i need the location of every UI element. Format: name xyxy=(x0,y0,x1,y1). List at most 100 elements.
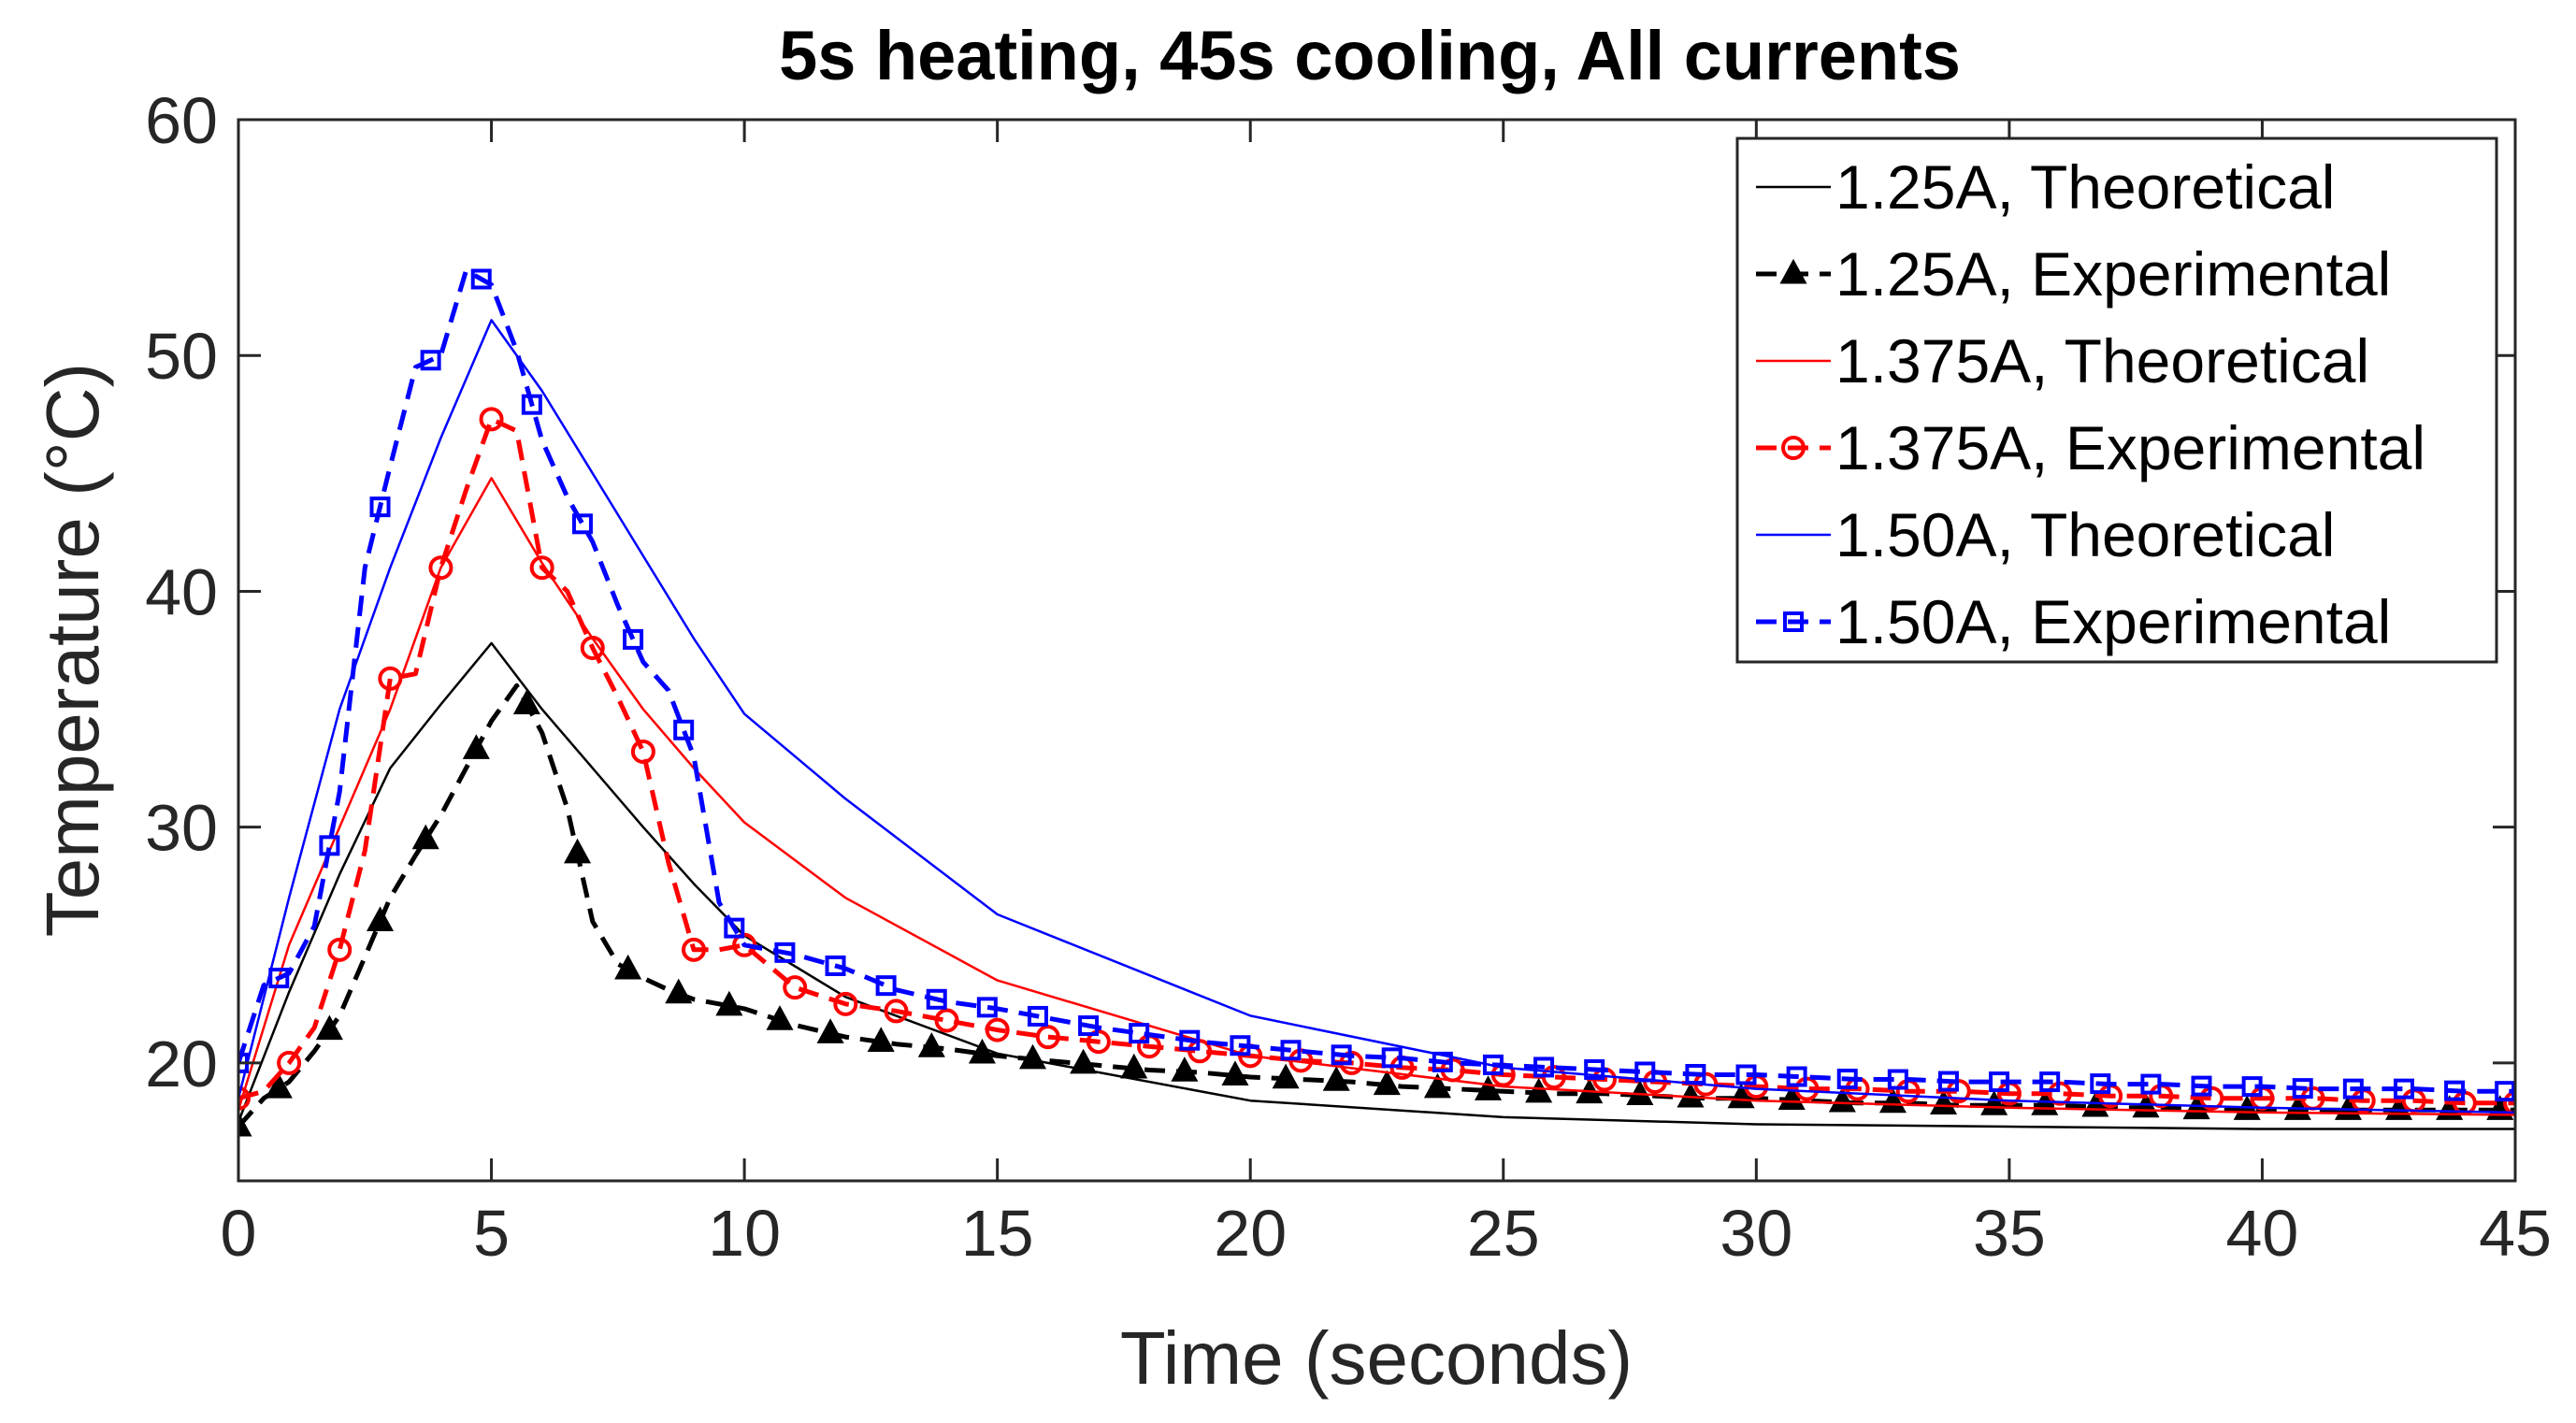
x-tick-label: 30 xyxy=(1720,1197,1792,1270)
series-line-5 xyxy=(238,267,2515,1094)
data-point-3 xyxy=(378,666,403,691)
data-point-1 xyxy=(1828,1086,1856,1113)
data-point-5 xyxy=(2140,1073,2162,1095)
data-point-5 xyxy=(1533,1056,1555,1078)
y-axis-label: Temperature (°C) xyxy=(31,363,114,937)
data-point-1 xyxy=(1120,1053,1148,1079)
legend-label: 1.25A, Theoretical xyxy=(1835,152,2335,222)
data-point-1 xyxy=(1423,1072,1451,1099)
data-point-1 xyxy=(366,906,395,932)
data-point-5 xyxy=(724,917,745,939)
x-tick-label: 45 xyxy=(2479,1197,2552,1270)
data-point-1 xyxy=(1980,1090,2008,1115)
data-point-1 xyxy=(265,1072,293,1099)
x-tick-label: 0 xyxy=(221,1197,257,1270)
y-tick-label: 20 xyxy=(145,1028,218,1100)
data-point-5 xyxy=(1129,1023,1150,1044)
data-point-5 xyxy=(774,941,796,963)
data-point-5 xyxy=(825,955,846,976)
data-point-1 xyxy=(1930,1089,1958,1115)
legend-entry: 1.50A, Experimental xyxy=(1756,587,2391,656)
series-line-0 xyxy=(238,641,2515,1130)
data-point-5 xyxy=(2292,1078,2313,1100)
data-point-5 xyxy=(1887,1069,1908,1090)
data-point-5 xyxy=(1027,1005,1048,1027)
data-point-1 xyxy=(462,734,490,759)
x-tick-label: 35 xyxy=(1973,1197,2046,1270)
data-point-1 xyxy=(315,1014,343,1041)
data-point-1 xyxy=(867,1027,895,1052)
legend-label: 1.25A, Experimental xyxy=(1835,239,2391,309)
data-point-3 xyxy=(238,1085,251,1111)
data-point-1 xyxy=(1525,1077,1553,1103)
data-point-5 xyxy=(2090,1073,2111,1095)
legend-box xyxy=(1735,137,2498,664)
y-tick-label: 50 xyxy=(145,320,218,393)
data-point-3 xyxy=(682,937,706,962)
data-point-5 xyxy=(623,628,644,650)
data-point-5 xyxy=(1230,1035,1251,1056)
data-point-5 xyxy=(319,835,340,856)
axes-box xyxy=(237,118,2517,1183)
series-4 xyxy=(238,319,2515,1114)
data-point-1 xyxy=(564,838,592,864)
data-point-1 xyxy=(715,990,743,1016)
data-point-3 xyxy=(2503,1090,2515,1115)
data-point-3 xyxy=(428,555,453,581)
data-point-5 xyxy=(976,997,998,1018)
data-point-5 xyxy=(2241,1076,2263,1098)
data-point-5 xyxy=(1078,1015,1100,1037)
data-point-5 xyxy=(2342,1078,2364,1100)
chart-title: 5s heating, 45s cooling, All currents xyxy=(779,17,1961,94)
data-point-1 xyxy=(2182,1094,2210,1120)
legend-marker xyxy=(1783,611,1804,632)
data-point-3 xyxy=(327,937,353,962)
y-tick-label: 60 xyxy=(145,84,218,157)
x-axis-label: Time (seconds) xyxy=(1120,1316,1633,1400)
data-point-5 xyxy=(1735,1064,1757,1085)
data-point-5 xyxy=(1482,1054,1504,1075)
data-point-1 xyxy=(1475,1075,1503,1100)
data-point-5 xyxy=(1331,1044,1352,1066)
data-point-5 xyxy=(1634,1061,1656,1083)
data-point-1 xyxy=(1171,1056,1199,1082)
data-point-3 xyxy=(985,1017,1010,1042)
data-point-3 xyxy=(1035,1025,1060,1050)
data-point-5 xyxy=(1280,1040,1302,1061)
data-point-5 xyxy=(521,394,542,415)
legend-marker xyxy=(1779,258,1807,284)
data-point-1 xyxy=(1019,1043,1047,1070)
y-tick-label: 30 xyxy=(145,792,218,865)
data-point-1 xyxy=(512,689,540,715)
data-point-3 xyxy=(884,999,909,1024)
data-point-5 xyxy=(1786,1066,1807,1087)
data-point-1 xyxy=(614,954,642,980)
legend-entry: 1.50A, Theoretical xyxy=(1756,500,2335,569)
data-point-5 xyxy=(1179,1029,1201,1051)
data-point-1 xyxy=(238,1111,252,1137)
data-point-3 xyxy=(580,635,605,660)
data-point-1 xyxy=(1878,1087,1907,1114)
legend-entry: 1.375A, Experimental xyxy=(1756,413,2425,482)
data-point-1 xyxy=(1070,1048,1098,1074)
data-point-5 xyxy=(2444,1080,2466,1101)
data-point-5 xyxy=(1836,1069,1858,1090)
data-point-1 xyxy=(1272,1063,1300,1089)
legend-entry: 1.25A, Theoretical xyxy=(1756,152,2335,222)
data-point-5 xyxy=(2191,1075,2212,1097)
data-point-3 xyxy=(529,555,554,581)
data-point-5 xyxy=(2039,1071,2061,1093)
data-point-3 xyxy=(479,407,504,432)
series-0 xyxy=(238,641,2515,1130)
x-tick-label: 15 xyxy=(961,1197,1034,1270)
data-point-5 xyxy=(1989,1071,2010,1093)
data-point-5 xyxy=(1937,1071,1959,1092)
ticks-layer: 0 5 10 15 20 25 30 35 40 45 20 30 40 50 60 xyxy=(145,84,2552,1270)
data-point-5 xyxy=(268,968,290,989)
data-point-3 xyxy=(630,739,655,764)
legend-marker xyxy=(1781,436,1806,460)
data-point-1 xyxy=(1322,1066,1350,1091)
data-point-5 xyxy=(420,350,441,371)
legend: 1.25A, Theoretical 1.25A, Experimental 1.3… xyxy=(1735,137,2498,664)
x-tick-label: 40 xyxy=(2226,1197,2299,1270)
